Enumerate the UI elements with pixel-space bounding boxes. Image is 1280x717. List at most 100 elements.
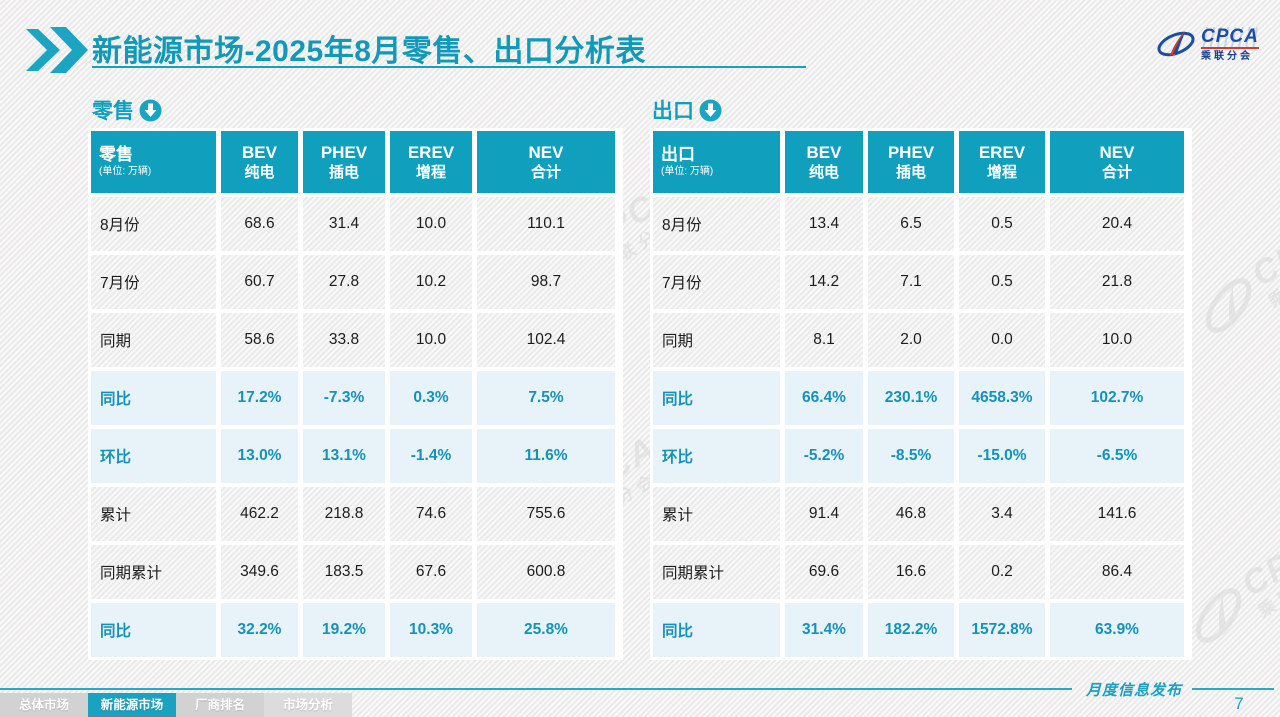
page-title-main: 新能源市场 [92, 35, 245, 68]
column-header-nev: NEV 合计 [1050, 131, 1184, 193]
table-cell: 755.6 [477, 487, 615, 541]
column-header-phev: PHEV 插电 [303, 131, 385, 193]
retail-section-label: 零售 [92, 95, 162, 125]
row-label: 同比 [653, 371, 780, 425]
column-header-erev: EREV 增程 [959, 131, 1045, 193]
row-label: 同比 [91, 371, 216, 425]
table-cell: 13.4 [785, 197, 863, 251]
logo-subtitle: 乘联分会 [1201, 50, 1253, 62]
row-label: 7月份 [91, 255, 216, 309]
cpca-logo: CPCA 乘联分会 [1156, 26, 1259, 62]
row-label: 环比 [91, 429, 216, 483]
table-cell: -6.5% [1050, 429, 1184, 483]
corner-title: 出口 [661, 145, 695, 165]
table-cell: -5.2% [785, 429, 863, 483]
table-cell: 69.6 [785, 545, 863, 599]
row-label: 8月份 [653, 197, 780, 251]
row-label: 同期累计 [91, 545, 216, 599]
table-corner-cell: 零售 (单位: 万辆) [91, 131, 216, 193]
table-cell: 218.8 [303, 487, 385, 541]
table-cell: 86.4 [1050, 545, 1184, 599]
table-cell: 10.3% [390, 603, 472, 657]
table-cell: -7.3% [303, 371, 385, 425]
table-cell: 74.6 [390, 487, 472, 541]
table-cell: 13.1% [303, 429, 385, 483]
table-cell: 60.7 [221, 255, 298, 309]
column-header-phev: PHEV 插电 [868, 131, 954, 193]
table-cell: 58.6 [221, 313, 298, 367]
corner-title: 零售 [99, 145, 133, 165]
row-label: 同期累计 [653, 545, 780, 599]
table-cell: 10.0 [390, 313, 472, 367]
table-cell: 91.4 [785, 487, 863, 541]
table-cell: 10.2 [390, 255, 472, 309]
table-cell: 31.4% [785, 603, 863, 657]
export-section-text: 出口 [652, 100, 694, 123]
table-cell: 98.7 [477, 255, 615, 309]
table-cell: 14.2 [785, 255, 863, 309]
table-cell: 0.5 [959, 255, 1045, 309]
table-cell: 19.2% [303, 603, 385, 657]
table-cell: 31.4 [303, 197, 385, 251]
table-cell: 462.2 [221, 487, 298, 541]
corner-unit: (单位: 万辆) [661, 165, 714, 177]
table-cell: 0.0 [959, 313, 1045, 367]
table-cell: 110.1 [477, 197, 615, 251]
table-cell: 4658.3% [959, 371, 1045, 425]
table-cell: 25.8% [477, 603, 615, 657]
footer-note: 月度信息发布 [1085, 681, 1182, 699]
retail-table: 零售 (单位: 万辆) BEV 纯电 PHEV 插电 EREV 增程 NEV 合计 8月… [88, 128, 623, 660]
table-cell: 0.3% [390, 371, 472, 425]
page-title-rest: -2025年8月零售、出口分析表 [244, 35, 646, 68]
table-cell: 46.8 [868, 487, 954, 541]
table-cell: 11.6% [477, 429, 615, 483]
table-cell: 17.2% [221, 371, 298, 425]
footer-divider [1192, 688, 1274, 690]
table-cell: 32.2% [221, 603, 298, 657]
table-cell: 1572.8% [959, 603, 1045, 657]
column-header-bev: BEV 纯电 [221, 131, 298, 193]
table-cell: 63.9% [1050, 603, 1184, 657]
table-cell: 182.2% [868, 603, 954, 657]
table-cell: 102.4 [477, 313, 615, 367]
down-arrow-icon [139, 99, 162, 121]
page-number: 7 [1234, 694, 1244, 713]
export-table: 出口 (单位: 万辆) BEV 纯电 PHEV 插电 EREV 增程 NEV 合计 8月… [650, 128, 1192, 660]
table-cell: 102.7% [1050, 371, 1184, 425]
row-label: 累计 [91, 487, 216, 541]
table-cell: 6.5 [868, 197, 954, 251]
table-cell: 183.5 [303, 545, 385, 599]
row-label: 8月份 [91, 197, 216, 251]
table-cell: 0.5 [959, 197, 1045, 251]
table-cell: 27.8 [303, 255, 385, 309]
row-label: 同比 [653, 603, 780, 657]
tab-overall-market[interactable]: 总体市场 [0, 693, 88, 717]
table-cell: 7.1 [868, 255, 954, 309]
row-label: 同期 [91, 313, 216, 367]
tab-market-analysis[interactable]: 市场分析 [264, 693, 352, 717]
table-cell: 349.6 [221, 545, 298, 599]
table-cell: 20.4 [1050, 197, 1184, 251]
table-cell: 16.6 [868, 545, 954, 599]
table-cell: 230.1% [868, 371, 954, 425]
row-label: 同比 [91, 603, 216, 657]
tab-nev-market[interactable]: 新能源市场 [88, 693, 176, 717]
table-cell: 10.0 [390, 197, 472, 251]
table-cell: 3.4 [959, 487, 1045, 541]
column-header-nev: NEV 合计 [477, 131, 615, 193]
watermark-swoosh-icon [1190, 270, 1267, 341]
table-cell: 0.2 [959, 545, 1045, 599]
table-cell: 13.0% [221, 429, 298, 483]
row-label: 同期 [653, 313, 780, 367]
table-cell: 141.6 [1050, 487, 1184, 541]
row-label: 7月份 [653, 255, 780, 309]
tab-manufacturer-ranking[interactable]: 厂商排名 [176, 693, 264, 717]
page-title: 新能源市场-2025年8月零售、出口分析表 [92, 26, 852, 70]
down-arrow-icon [699, 99, 722, 121]
table-cell: 2.0 [868, 313, 954, 367]
table-corner-cell: 出口 (单位: 万辆) [653, 131, 780, 193]
export-section-label: 出口 [652, 95, 722, 125]
logo-swoosh-icon [1157, 31, 1195, 57]
